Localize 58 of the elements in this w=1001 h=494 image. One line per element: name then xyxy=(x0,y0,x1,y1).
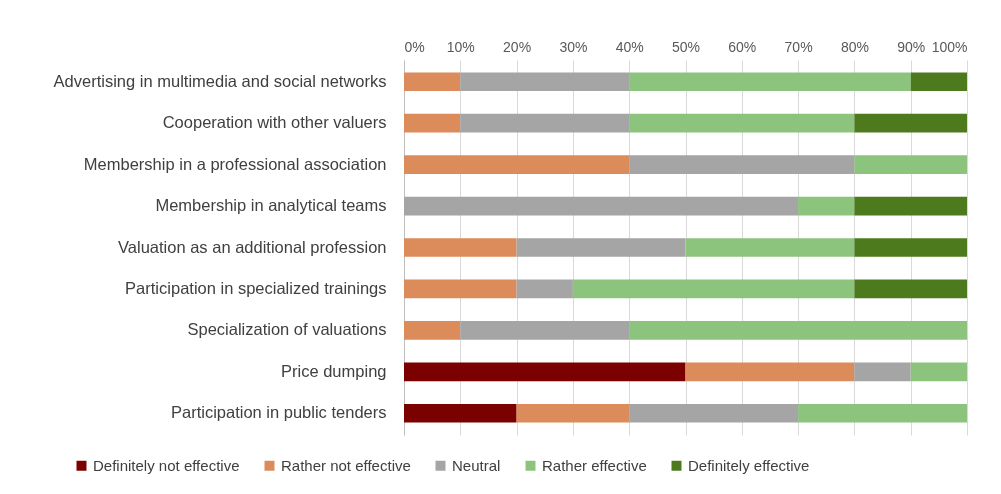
y-tick-label: Membership in a professional association xyxy=(83,154,387,173)
y-tick-label: Participation in specialized trainings xyxy=(125,278,387,297)
x-tick-label: 80% xyxy=(840,38,869,55)
bar xyxy=(404,72,461,92)
x-tick-label: 70% xyxy=(784,38,813,55)
legend-label: Definitely not effective xyxy=(93,456,240,474)
legend-label: Rather not effective xyxy=(281,456,411,474)
x-tick-label: 20% xyxy=(503,38,532,55)
bar xyxy=(516,403,630,423)
bar xyxy=(404,279,517,299)
bar xyxy=(854,279,967,299)
bar xyxy=(854,362,911,382)
y-tick-label: Valuation as an additional profession xyxy=(118,237,387,256)
bar xyxy=(910,362,967,382)
bar xyxy=(404,113,461,133)
bar xyxy=(854,113,967,133)
bar xyxy=(460,72,630,92)
bar xyxy=(854,155,967,174)
bar xyxy=(460,113,630,133)
x-tick-label: 50% xyxy=(671,38,701,55)
bar xyxy=(685,238,855,257)
bar xyxy=(404,403,517,423)
bar xyxy=(629,113,855,133)
x-tick-label: 10% xyxy=(446,38,475,55)
bar xyxy=(629,321,967,340)
bar xyxy=(516,279,573,299)
legend-label: Definitely effective xyxy=(688,456,810,474)
x-tick-label: 60% xyxy=(728,38,757,55)
bar xyxy=(798,196,855,216)
y-tick-label: Participation in public tenders xyxy=(170,403,387,422)
bar xyxy=(854,196,967,216)
x-tick-label: 90% xyxy=(897,38,926,55)
x-tick-label: 40% xyxy=(615,38,644,55)
bar xyxy=(629,72,911,92)
bar xyxy=(629,155,855,174)
bar xyxy=(798,403,967,423)
x-tick-label: 30% xyxy=(559,38,588,55)
legend-label: Neutral xyxy=(452,456,501,474)
bar xyxy=(404,321,461,340)
bar xyxy=(854,238,967,257)
bar xyxy=(685,362,855,382)
y-tick-label: Cooperation with other valuers xyxy=(162,113,387,132)
bar xyxy=(629,403,799,423)
bar xyxy=(404,155,630,174)
y-tick-label: Specialization of valuations xyxy=(187,320,387,339)
y-tick-label: Advertising in multimedia and social networks xyxy=(53,71,387,90)
bar xyxy=(572,279,855,299)
bar xyxy=(404,238,517,257)
y-tick-label: Price dumping xyxy=(281,361,387,380)
bar xyxy=(404,196,799,216)
y-tick-label: Membership in analytical teams xyxy=(155,196,387,215)
bar xyxy=(460,321,630,340)
x-tick-label: 0% xyxy=(404,38,425,55)
bar xyxy=(404,362,686,382)
bar xyxy=(516,238,686,257)
x-tick-label: 100% xyxy=(931,38,968,55)
bar xyxy=(910,72,967,92)
legend-label: Rather effective xyxy=(542,456,647,474)
